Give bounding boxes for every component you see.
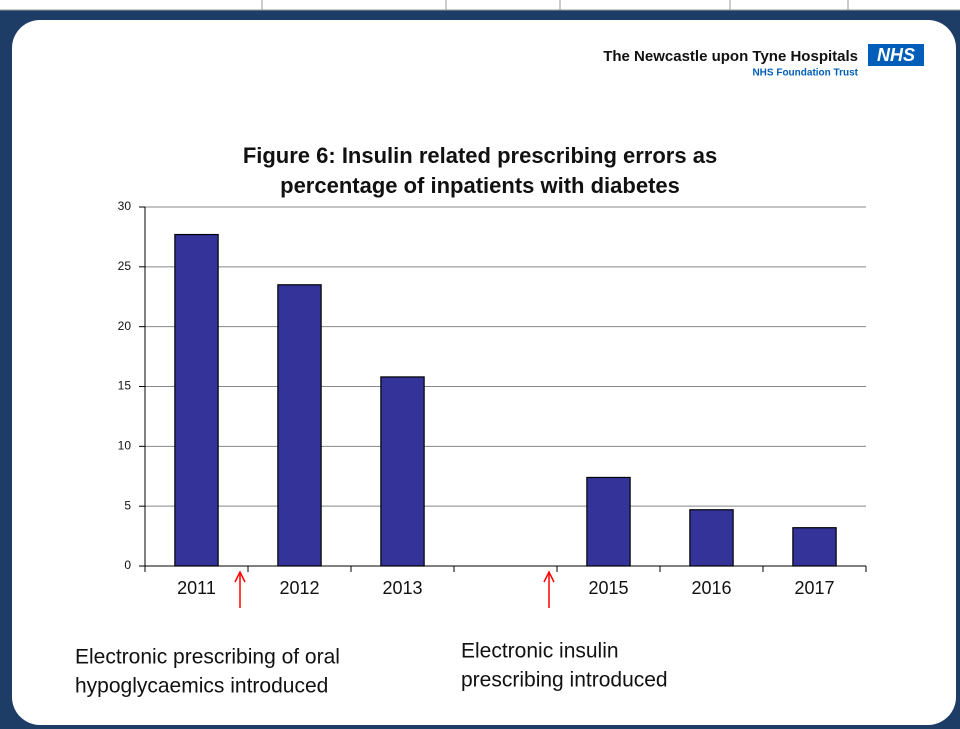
x-tick-label: 2016 [691, 578, 731, 598]
bar [586, 476, 631, 567]
y-tick-label: 25 [118, 259, 132, 273]
y-tick-label: 20 [118, 319, 132, 333]
y-tick-label: 0 [124, 558, 131, 572]
x-tick-label: 2017 [794, 578, 834, 598]
annotation: prescribing introduced [461, 669, 668, 692]
bar [174, 233, 219, 567]
org-name: The Newcastle upon Tyne Hospitals [603, 48, 858, 65]
table-cells [0, 0, 960, 11]
slide [12, 20, 956, 725]
bar [277, 284, 322, 567]
arrow-head [543, 570, 555, 583]
annotation: hypoglycaemics introduced [75, 675, 328, 698]
chart-title: percentage of inpatients with diabetes [280, 173, 680, 198]
nhs-badge [868, 44, 924, 66]
x-tick-label: 2015 [588, 578, 628, 598]
x-tick-label: 2011 [177, 578, 216, 598]
y-tick-label: 15 [118, 379, 132, 393]
y-tick-label: 5 [124, 498, 131, 512]
trust-name: NHS Foundation Trust [752, 68, 858, 79]
y-tick-label: 30 [118, 199, 132, 213]
chart-title: Figure 6: Insulin related prescribing er… [243, 143, 717, 168]
table-strip [0, 0, 960, 10]
bar [689, 509, 734, 567]
arrow-head [234, 570, 246, 583]
bar [380, 376, 425, 567]
annotation: Electronic prescribing of oral [75, 646, 340, 669]
y-tick-label: 10 [118, 439, 132, 453]
x-tick-label: 2013 [382, 578, 422, 598]
annotation: Electronic insulin [461, 640, 619, 663]
nhs-badge-text: NHS [877, 45, 915, 65]
x-tick-label: 2012 [279, 578, 319, 598]
bar [792, 527, 837, 567]
